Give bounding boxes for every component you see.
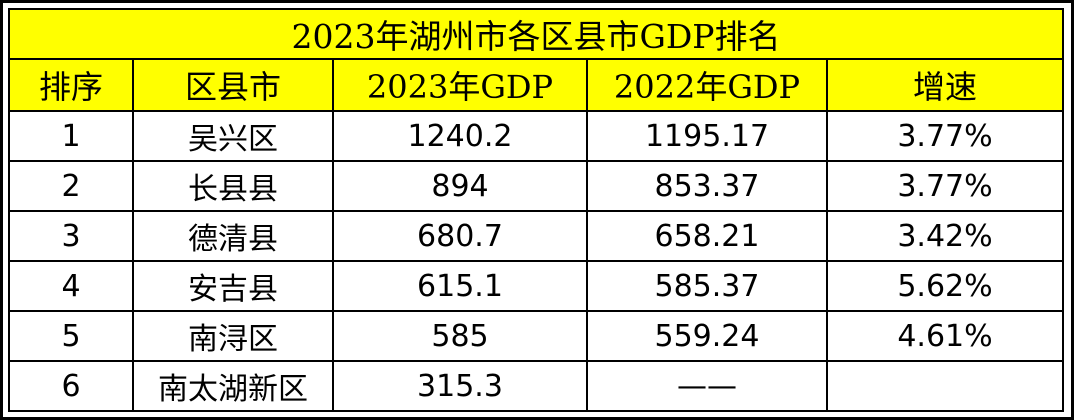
district-cell: 安吉县: [132, 260, 334, 312]
gdp-2023-cell: 894: [332, 160, 588, 212]
title-row: 2023年湖州市各区县市GDP排名: [8, 8, 1064, 60]
district-cell: 德清县: [132, 210, 334, 262]
growth-cell: 3.77%: [826, 110, 1064, 162]
rank-cell: 6: [8, 360, 134, 412]
rank-cell: 3: [8, 210, 134, 262]
gdp-2023-cell: 615.1: [332, 260, 588, 312]
gdp-ranking-table: 2023年湖州市各区县市GDP排名 排序 区县市 2023年GDP 2022年G…: [8, 8, 1064, 412]
gdp-2022-cell: 658.21: [586, 210, 828, 262]
rank-cell: 2: [8, 160, 134, 212]
district-cell: 长县县: [132, 160, 334, 212]
rank-cell: 4: [8, 260, 134, 312]
district-cell: 南太湖新区: [132, 360, 334, 412]
table-row: 2 长县县 894 853.37 3.77%: [8, 160, 1064, 212]
rank-cell: 5: [8, 310, 134, 362]
gdp-2022-cell: 585.37: [586, 260, 828, 312]
header-district: 区县市: [132, 58, 334, 112]
gdp-2023-cell: 585: [332, 310, 588, 362]
table-row: 4 安吉县 615.1 585.37 5.62%: [8, 260, 1064, 312]
growth-cell: 5.62%: [826, 260, 1064, 312]
header-growth: 增速: [826, 58, 1064, 112]
header-gdp-2022: 2022年GDP: [586, 58, 828, 112]
gdp-2022-cell: 853.37: [586, 160, 828, 212]
table-row: 5 南浔区 585 559.24 4.61%: [8, 310, 1064, 362]
header-gdp-2023: 2023年GDP: [332, 58, 588, 112]
header-row: 排序 区县市 2023年GDP 2022年GDP 增速: [8, 58, 1064, 112]
growth-cell: 4.61%: [826, 310, 1064, 362]
gdp-2022-cell: 1195.17: [586, 110, 828, 162]
table-title: 2023年湖州市各区县市GDP排名: [8, 8, 1064, 60]
district-cell: 南浔区: [132, 310, 334, 362]
table-row: 1 吴兴区 1240.2 1195.17 3.77%: [8, 110, 1064, 162]
growth-cell: [826, 360, 1064, 412]
rank-cell: 1: [8, 110, 134, 162]
gdp-2023-cell: 1240.2: [332, 110, 588, 162]
gdp-2023-cell: 315.3: [332, 360, 588, 412]
growth-cell: 3.77%: [826, 160, 1064, 212]
header-rank: 排序: [8, 58, 134, 112]
growth-cell: 3.42%: [826, 210, 1064, 262]
table-row: 3 德清县 680.7 658.21 3.42%: [8, 210, 1064, 262]
gdp-2022-cell: 559.24: [586, 310, 828, 362]
district-cell: 吴兴区: [132, 110, 334, 162]
gdp-2022-cell: ——: [586, 360, 828, 412]
gdp-2023-cell: 680.7: [332, 210, 588, 262]
table-row: 6 南太湖新区 315.3 ——: [8, 360, 1064, 412]
